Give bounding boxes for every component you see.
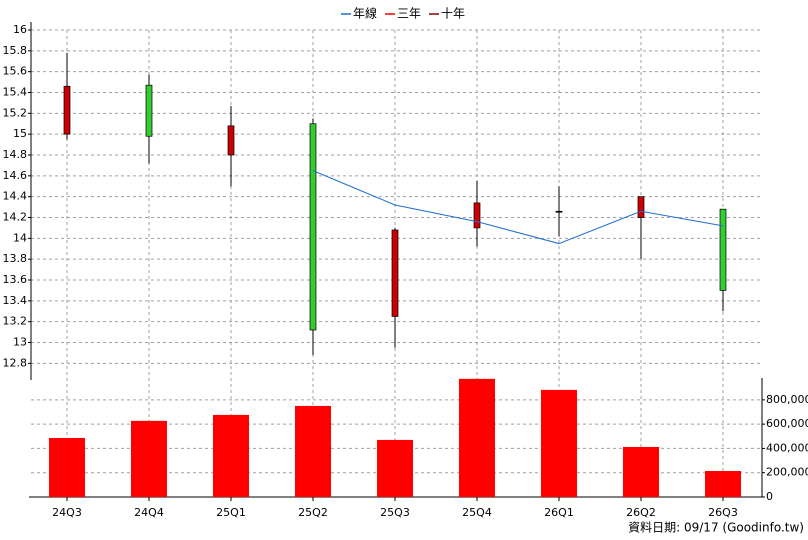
line-series <box>312 170 724 245</box>
x-tick-label: 24Q4 <box>134 506 164 519</box>
volume-bar <box>705 471 741 497</box>
legend-label: 年線 <box>353 6 377 21</box>
y-tick-label: 14.4 <box>3 190 28 203</box>
volume-bar <box>623 446 659 497</box>
x-tick-label: 25Q4 <box>462 506 492 519</box>
y2-tick-label: 200,000 <box>766 466 808 479</box>
candle-body <box>555 210 563 213</box>
volume-bar <box>131 420 167 497</box>
y2-tick-label: 400,000 <box>766 441 808 454</box>
x-tick-label: 26Q2 <box>626 506 656 519</box>
y-tick-label: 13.6 <box>3 273 28 286</box>
x-tick-label: 25Q1 <box>216 506 246 519</box>
candle-body <box>63 85 71 135</box>
volume-bar <box>459 378 495 497</box>
candle-body <box>391 229 399 317</box>
legend-label: 三年 <box>397 7 421 21</box>
y2-tick-label: 800,000 <box>766 393 808 406</box>
footer: 資料日期: 09/17 (Goodinfo.tw) <box>628 521 804 535</box>
y-tick-label: 15.8 <box>3 44 28 57</box>
volume-bar <box>295 405 331 497</box>
y-tick-label: 13 <box>13 336 27 349</box>
legend-label: 十年 <box>441 7 465 21</box>
volume-bar <box>49 437 85 497</box>
volume-bar <box>377 439 413 497</box>
y-tick-label: 13.4 <box>3 294 28 307</box>
y-tick-label: 14.8 <box>3 148 28 161</box>
y-tick-label: 13.8 <box>3 252 28 265</box>
y-tick-label: 13.2 <box>3 315 28 328</box>
volume-bar <box>213 414 249 497</box>
y-tick-label: 16 <box>13 23 27 36</box>
y2-tick-label: 600,000 <box>766 417 808 430</box>
y-tick-label: 15.2 <box>3 106 28 119</box>
x-tick-label: 25Q3 <box>380 506 410 519</box>
y-tick-label: 12.8 <box>3 356 28 369</box>
candle-body <box>227 125 235 156</box>
x-tick-label: 24Q3 <box>52 506 82 519</box>
y-tick-label: 14 <box>13 231 27 244</box>
candle-body <box>309 123 317 331</box>
y2-tick-label: 0 <box>766 490 773 503</box>
y-tick-label: 15.4 <box>3 86 28 99</box>
x-tick-label: 25Q2 <box>298 506 328 519</box>
candle-body <box>473 202 481 229</box>
y-tick-label: 15.6 <box>3 65 28 78</box>
volume-bar <box>541 389 577 497</box>
y-tick-label: 14.6 <box>3 169 28 182</box>
y-tick-label: 14.2 <box>3 211 28 224</box>
candle-body <box>719 208 727 291</box>
x-tick-label: 26Q3 <box>708 506 738 519</box>
x-tick-label: 26Q1 <box>544 506 574 519</box>
candle-body <box>145 84 153 137</box>
y-tick-label: 15 <box>13 127 27 140</box>
candle-body <box>637 196 645 218</box>
